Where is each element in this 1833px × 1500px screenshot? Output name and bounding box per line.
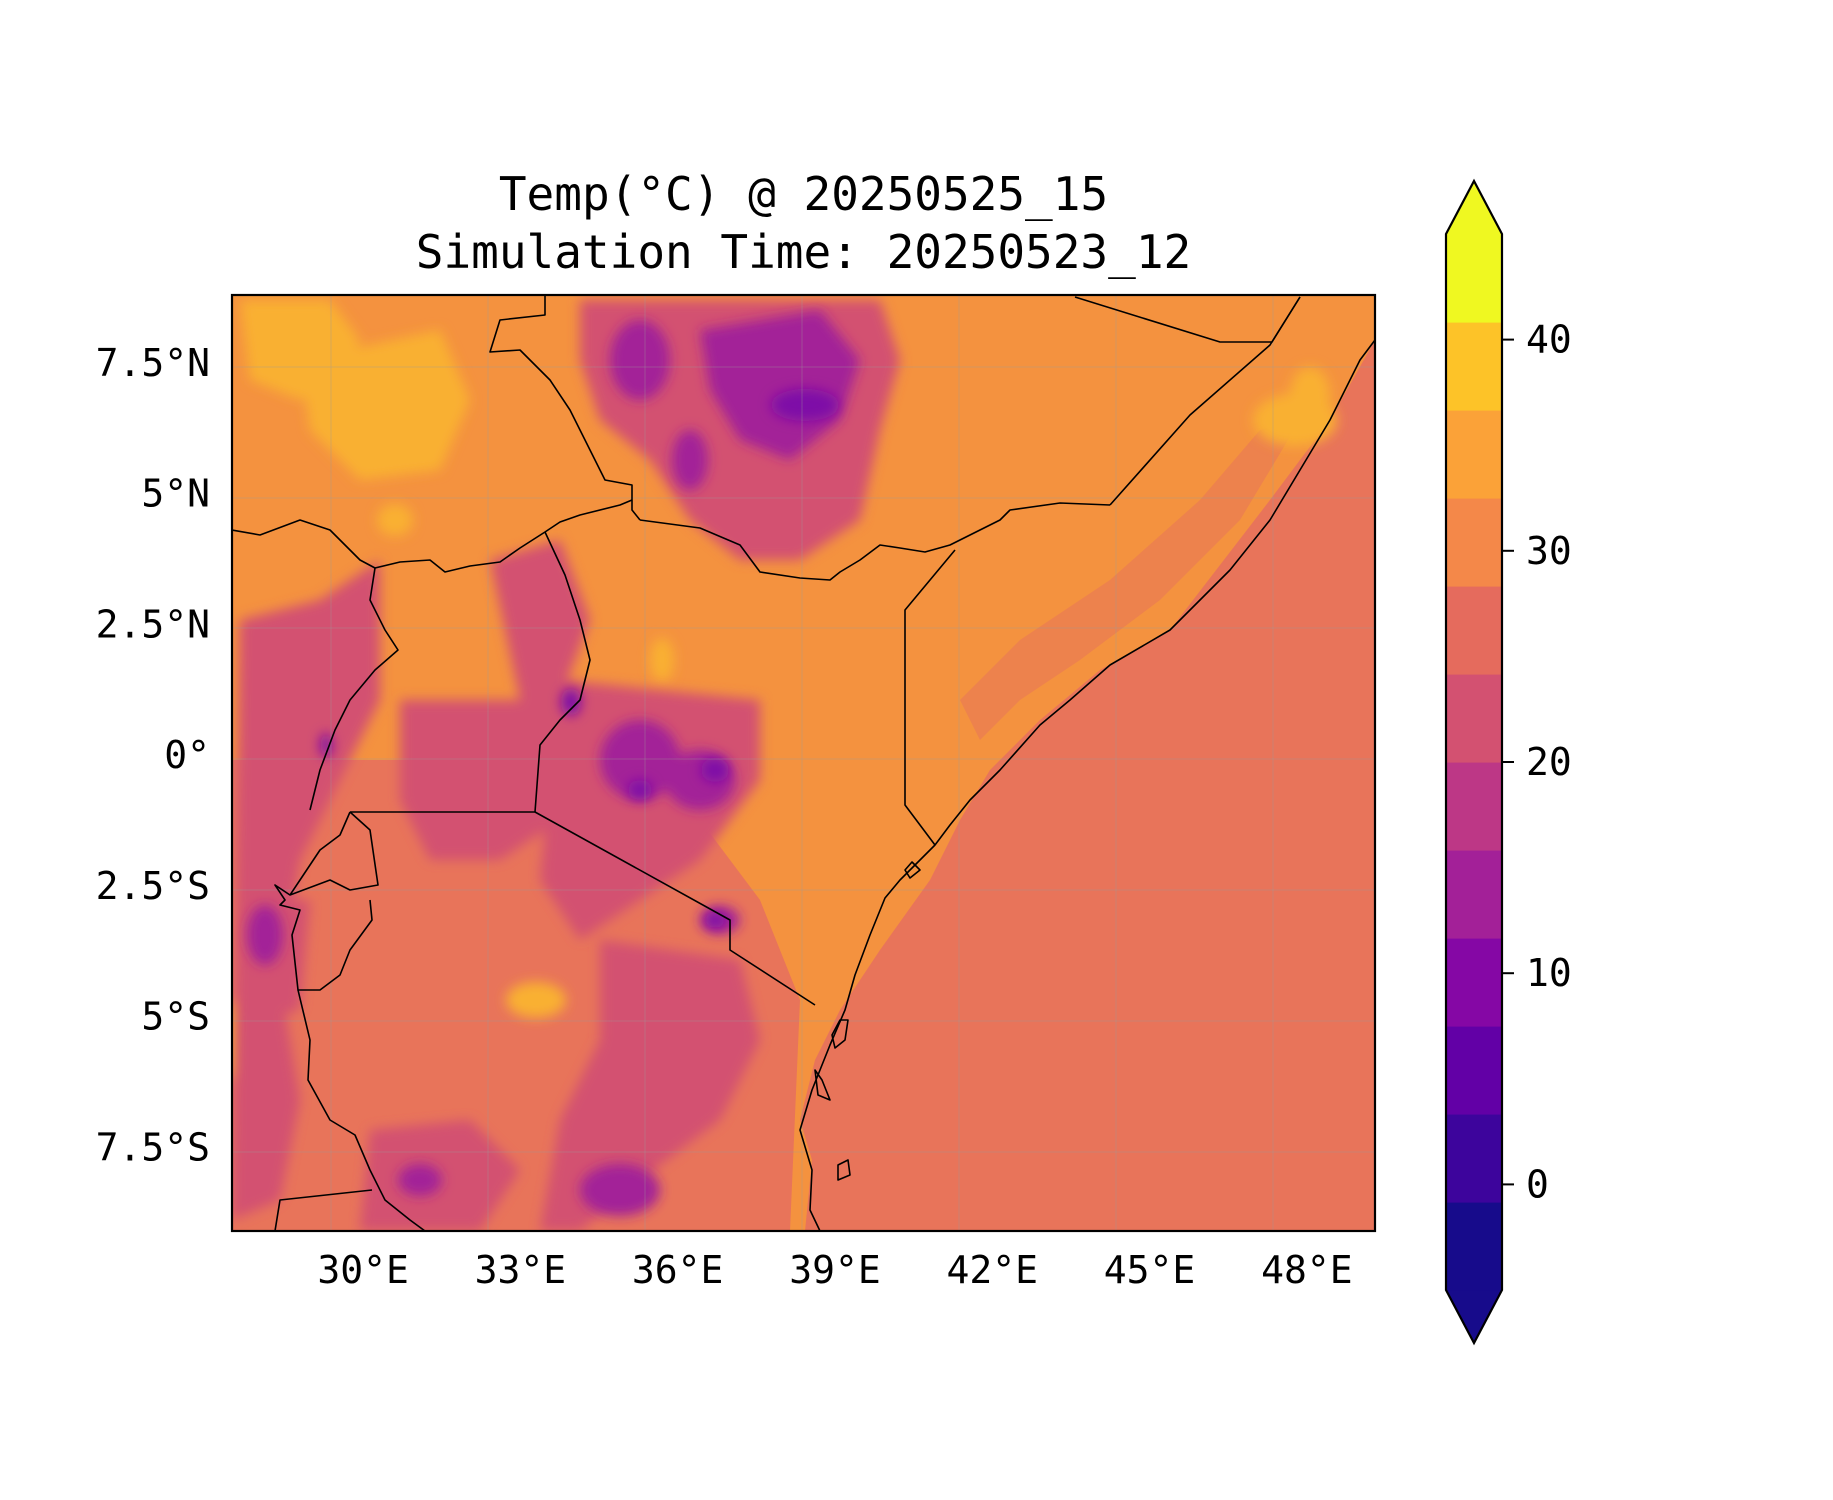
map-field <box>232 295 1375 1231</box>
colorbar-segment <box>1446 1026 1502 1115</box>
colorbar-segment <box>1446 234 1502 323</box>
colorbar-extend-max <box>1446 181 1502 234</box>
x-tick-label: 48°E <box>1261 1248 1353 1292</box>
country-borders <box>232 295 1375 1231</box>
y-tick-label: 7.5°S <box>96 1125 210 1169</box>
gridlines <box>232 295 1375 1231</box>
y-tick-label: 7.5°N <box>96 341 210 385</box>
hot-areas <box>232 300 1337 1080</box>
x-tick-label: 36°E <box>632 1248 724 1292</box>
map-frame <box>230 293 1377 1233</box>
x-tick-label: 33°E <box>475 1248 567 1292</box>
y-tick-label: 2.5°S <box>96 864 210 908</box>
colorbar-outline <box>1444 178 1504 1346</box>
colorbar-tick-label: 20 <box>1526 740 1572 784</box>
colorbar-tick-label: 10 <box>1526 951 1572 995</box>
x-tick-label: 39°E <box>789 1248 881 1292</box>
coastal-band <box>960 420 1300 740</box>
colorbar-extend-min <box>1446 1290 1502 1343</box>
colorbar-segment <box>1446 938 1502 1027</box>
map-subtitle: Simulation Time: 20250523_12 <box>415 225 1192 279</box>
x-tick-label: 42°E <box>946 1248 1038 1292</box>
colorbar-segment <box>1446 1114 1502 1203</box>
colorbar-segment <box>1446 674 1502 763</box>
map-title: Temp(°C) @ 20250525_15 <box>498 167 1109 221</box>
colorbar-segment <box>1446 410 1502 499</box>
x-tick-label: 30°E <box>317 1248 409 1292</box>
colorbar: 0 10 20 30 40 <box>1444 178 1572 1346</box>
colorbar-segment <box>1446 1202 1502 1291</box>
cool-areas <box>247 310 860 1216</box>
y-tick-label: 5°N <box>141 472 210 516</box>
x-tick-label: 45°E <box>1104 1248 1196 1292</box>
y-tick-label: 2.5°N <box>96 602 210 646</box>
colorbar-segment <box>1446 498 1502 587</box>
colorbar-tick-label: 0 <box>1526 1162 1549 1206</box>
y-tick-label: 5°S <box>141 995 210 1039</box>
y-tick-labels: 7.5°N 5°N 2.5°N 0° 2.5°S 5°S 7.5°S <box>96 341 210 1169</box>
colorbar-tick-label: 30 <box>1526 529 1572 573</box>
y-tick-label: 0° <box>164 733 210 777</box>
cold-areas <box>320 389 839 928</box>
colorbar-segment <box>1446 762 1502 851</box>
x-tick-labels: 30°E 33°E 36°E 39°E 42°E 45°E 48°E <box>317 1248 1352 1292</box>
colorbar-tick-label: 40 <box>1526 318 1572 362</box>
colorbar-segment <box>1446 850 1502 939</box>
colorbar-segment <box>1446 586 1502 675</box>
colorbar-segment <box>1446 322 1502 411</box>
